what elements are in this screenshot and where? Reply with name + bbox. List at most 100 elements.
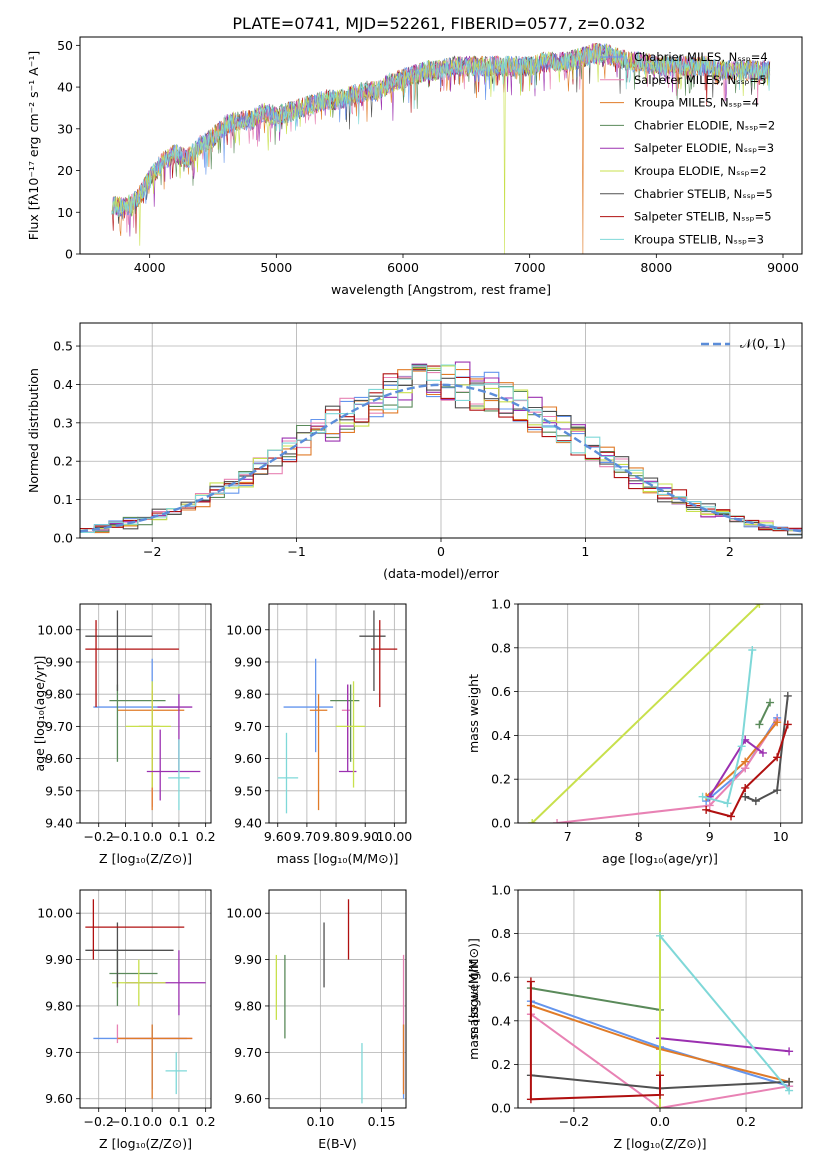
y-tick-label: 9.80 [234,687,262,702]
x-tick-label: 4000 [134,260,166,275]
weight-point [528,819,537,823]
y-tick-label: 0.2 [491,772,511,787]
y-tick-label: 0.5 [53,339,73,354]
y-tick-label: 1.0 [491,597,511,612]
weight-series [702,649,754,805]
weight-point [773,718,782,727]
weight-point [656,1071,664,1080]
weight-point [526,977,535,986]
weight-point [766,698,775,707]
y-tick-label: 9.70 [234,719,262,734]
legend: Chabrier MILES, Nₛₛₚ=4 Salpeter MILES, Nₛ… [600,50,775,246]
x-tick-label: −0.2 [84,1114,114,1129]
x-axis-label: Z [log₁₀(Z/Z⊙)] [614,1136,707,1151]
x-tick-label: 9.80 [322,829,350,844]
weight-series [659,935,790,1092]
x-tick-label: 7 [564,829,572,844]
y-tick-label: 10 [57,205,73,220]
plot-area [111,42,771,254]
x-tick-label: 9000 [767,260,799,275]
weight-point [755,720,764,729]
x-tick-label: 9.60 [264,829,292,844]
legend-entry: Salpeter ELODIE, Nₛₛₚ=3 [634,141,774,155]
y-tick-label: 10.00 [226,906,262,921]
legend-entry: Salpeter STELIB, Nₛₛₚ=5 [634,210,772,224]
x-axis-label: age [log₁₀(age/yr)] [602,851,718,866]
axes-frame [268,603,407,824]
x-tick-label: −0.1 [110,829,140,844]
y-axis-label: mass weight [466,959,481,1038]
y-tick-label: 9.70 [45,1045,73,1060]
weight-point [698,792,707,801]
plot-area [85,899,206,1099]
y-axis-label: age [log₁₀(age/yr)] [32,656,47,772]
weight-vs-age-panel: 7 8 9 10 0.0 0.2 0.4 0.6 0.8 1.0 age [log₁₀(age/yr… [466,597,803,866]
weight-point [741,783,750,792]
y-tick-label: 30 [57,121,73,136]
y-tick-label: 9.90 [45,654,73,669]
y-tick-label: 9.80 [45,998,73,1013]
y-tick-label: 0.0 [491,1101,511,1116]
x-axis-label: Z [log₁₀(Z/Z⊙)] [99,851,192,866]
axes-frame [79,603,212,824]
x-tick-label: 8000 [640,260,672,275]
weight-point [656,931,664,940]
y-axis-label: mass [log₁₀(M/M⊙)] [466,938,481,1060]
x-tick-label: −1 [287,544,305,559]
y-tick-label: 9.70 [45,719,73,734]
plot-area [277,610,398,814]
y-tick-label: 9.60 [234,1091,262,1106]
weight-point [773,753,782,762]
y-tick-label: 9.40 [45,816,73,831]
x-axis-label: Z [log₁₀(Z/Z⊙)] [99,1136,192,1151]
y-tick-label: 0.2 [491,1057,511,1072]
x-tick-label: 0.0 [650,1114,670,1129]
weight-series [530,1013,790,1108]
x-tick-label: 9 [706,829,714,844]
spectrum-line [111,43,771,217]
weight-point [783,720,792,729]
x-tick-label: 0.0 [142,1114,162,1129]
legend-entry: Salpeter MILES, Nₛₛₚ=5 [634,73,767,87]
x-tick-label: 0 [437,544,445,559]
spectrum-panel: 4000 5000 6000 7000 8000 9000 0 10 20 30 40 50 wavel… [26,36,803,297]
y-tick-label: 0.2 [53,454,73,469]
y-tick-label: 0.6 [491,970,511,985]
y-tick-label: 0.4 [53,377,73,392]
weight-point [751,797,760,806]
weight-point [785,1047,794,1056]
weight-point [702,805,711,814]
normal-curve [80,383,802,533]
weight-point [656,890,664,894]
weight-point [723,799,732,808]
x-axis-label: wavelength [Angstrom, rest frame] [331,282,551,297]
legend-entry: Chabrier MILES, Nₛₛₚ=4 [634,50,768,64]
y-tick-label: 10.00 [37,906,73,921]
mass-vs-ebv-panel: 0.10 0.15 9.60 9.70 9.80 9.90 10.00 E(B-V) [226,889,407,1151]
y-tick-label: 9.80 [234,998,262,1013]
plot-area [80,361,802,536]
y-tick-label: 0.0 [491,816,511,831]
x-axis-label: (data-model)/error [383,566,500,581]
y-tick-label: 9.50 [45,783,73,798]
weight-point [727,812,735,821]
weight-point [737,742,746,751]
x-tick-label: 1 [581,544,589,559]
y-tick-label: 9.80 [45,687,73,702]
x-tick-label: 6000 [387,260,419,275]
x-tick-label: 8 [635,829,643,844]
histogram-panel: −2 −1 0 1 2 0.0 0.1 0.2 0.3 0.4 0.5 (data-model)/er… [26,322,803,581]
x-tick-label: −0.2 [84,829,114,844]
axes-frame [79,322,803,539]
x-tick-label: 0.2 [196,829,216,844]
weight-point [656,1104,664,1108]
y-tick-label: 9.60 [45,1091,73,1106]
y-tick-label: 0.4 [491,728,511,743]
plot-area [275,899,405,1104]
weight-point [748,645,757,654]
weight-point [785,1077,794,1086]
x-tick-label: −2 [143,544,161,559]
x-axis-label: E(B-V) [318,1136,357,1151]
y-tick-label: 0.8 [491,640,511,655]
legend-entry: Kroupa MILES, Nₛₛₚ=4 [634,96,759,110]
